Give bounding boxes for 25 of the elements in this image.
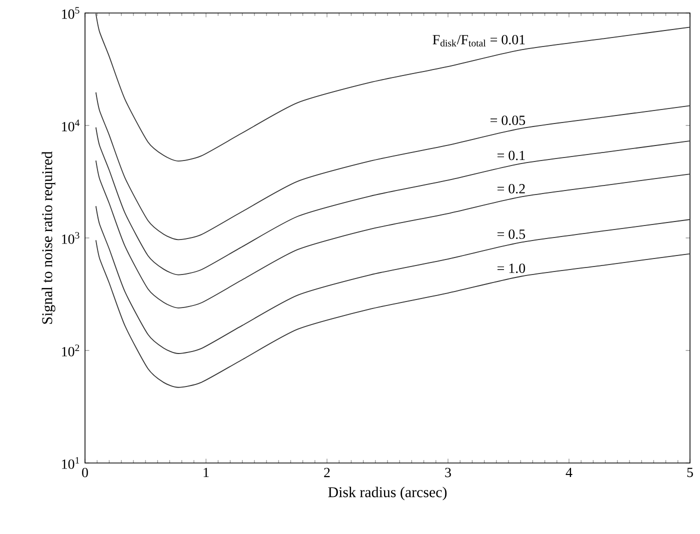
series-label: = 1.0: [498, 264, 526, 274]
line-series: [95, 13, 690, 162]
series-label: = 0.5: [498, 230, 526, 239]
series-label: = 0.2: [498, 184, 525, 194]
line-series: [95, 160, 690, 308]
x-tick-label: 4: [566, 468, 572, 478]
x-tick-label: 2: [324, 468, 330, 478]
y-tick-label: 10$^{3}$: [62, 232, 80, 244]
x-tick-label: 5: [687, 468, 693, 478]
x-tick-label: 0: [82, 468, 88, 478]
line-series: [95, 126, 690, 276]
y-tick-label: 10$^{2}$: [62, 344, 80, 356]
line-series: [95, 240, 690, 388]
line-series: [95, 92, 690, 240]
series-label: = 0.05: [490, 116, 526, 126]
line-series: [95, 206, 690, 354]
y-tick-label: 10$^{4}$: [62, 120, 80, 132]
y-tick-label: 10$^{1}$: [62, 457, 80, 469]
y-tick-label: 10$^{5}$: [62, 7, 80, 19]
y-axis-title: Signal to noise ratio required: [42, 151, 56, 324]
series-label: F$_{disk}$/F$_{total}$ = 0.01: [432, 34, 525, 46]
x-tick-label: 3: [445, 468, 451, 478]
series-label: = 0.1: [498, 150, 525, 160]
x-tick-label: 1: [204, 468, 209, 478]
x-axis-title: Disk radius (arcsec): [328, 486, 447, 500]
